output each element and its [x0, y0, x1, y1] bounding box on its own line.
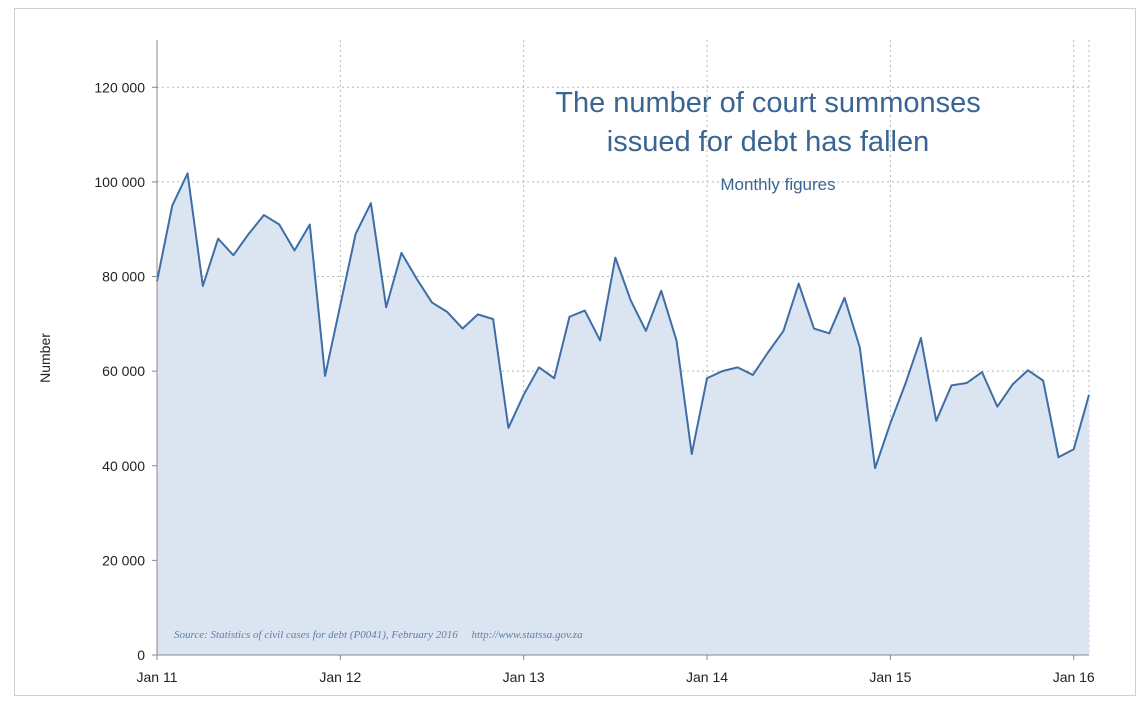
axes: [152, 40, 1089, 660]
y-tick-labels: 0 20 000 40 000 60 000 80 000 100 000 120 000: [94, 79, 145, 663]
x-tick-label: Jan 14: [686, 669, 728, 685]
source-note: Source: Statistics of civil cases for de…: [174, 629, 583, 641]
x-tick-label: Jan 11: [137, 669, 178, 685]
y-tick-label: 100 000: [94, 174, 145, 190]
y-tick-label: 120 000: [94, 79, 145, 95]
y-tick-label: 0: [137, 647, 145, 663]
chart-title-line-2: issued for debt has fallen: [607, 126, 929, 158]
x-tick-label: Jan 16: [1053, 669, 1095, 685]
x-tick-label: Jan 12: [319, 669, 361, 685]
y-tick-label: 60 000: [102, 363, 145, 379]
chart-subtitle: Monthly figures: [720, 175, 835, 194]
y-tick-label: 40 000: [102, 458, 145, 474]
y-axis-title: Number: [37, 333, 53, 383]
x-tick-labels: Jan 11 Jan 12 Jan 13 Jan 14 Jan 15 Jan 16: [137, 669, 1095, 685]
chart-title-line-1: The number of court summonses: [555, 87, 981, 119]
y-tick-label: 20 000: [102, 552, 145, 568]
series-line: [156, 172, 1090, 470]
x-tick-label: Jan 13: [503, 669, 545, 685]
y-tick-label: 80 000: [102, 269, 145, 285]
x-tick-label: Jan 15: [869, 669, 911, 685]
